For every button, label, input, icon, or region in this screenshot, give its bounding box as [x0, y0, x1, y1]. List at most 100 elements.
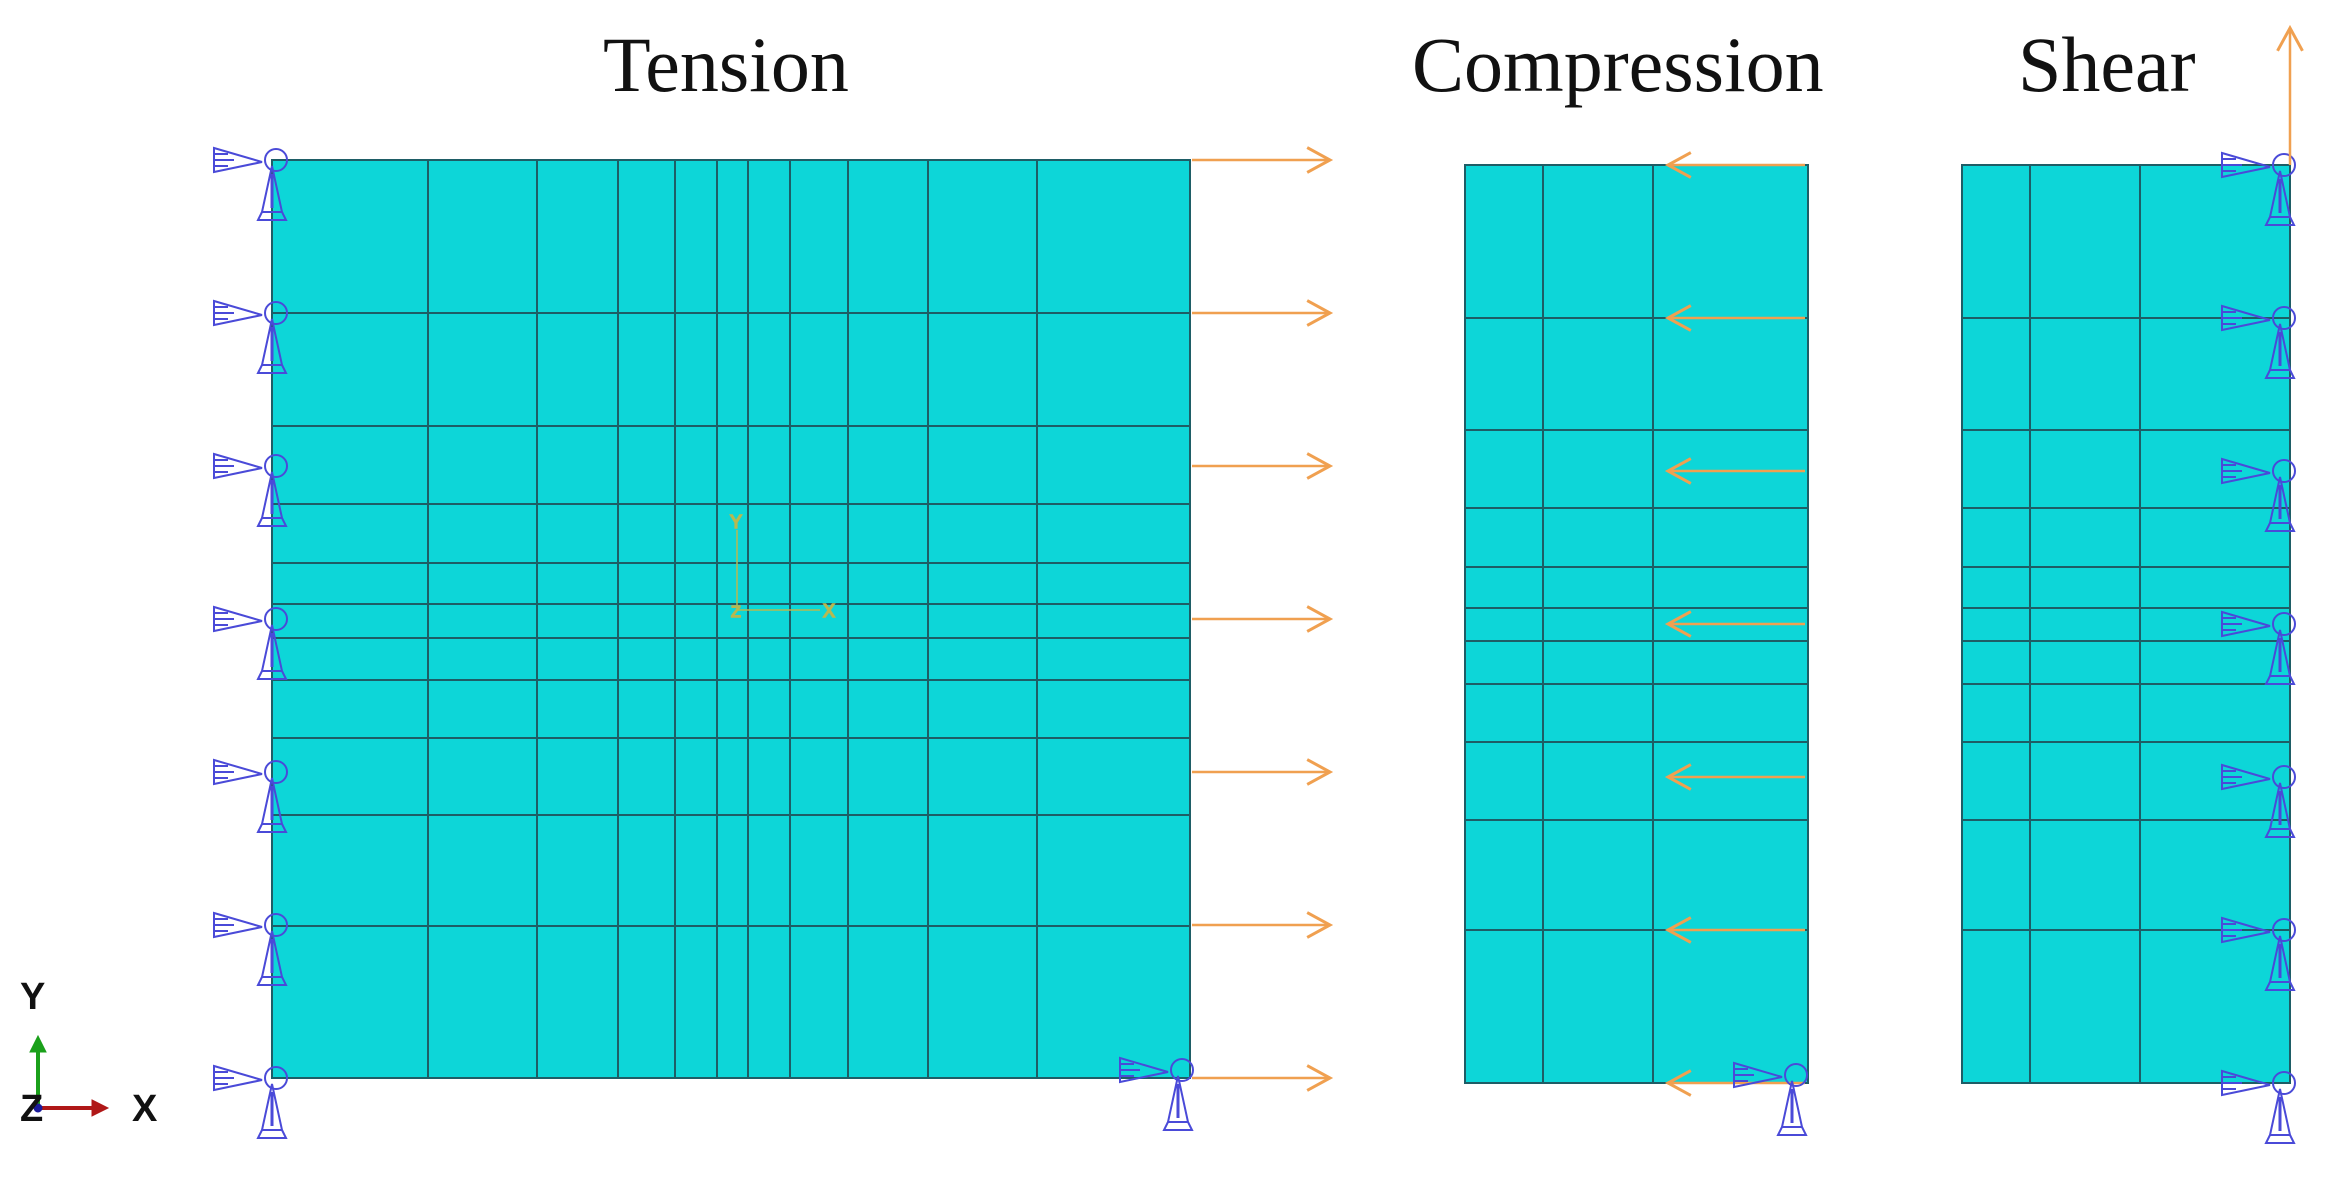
- bc-node-circle: [1170, 1058, 1194, 1082]
- bc-horizontal-hatch: [2222, 617, 2242, 631]
- bc-vertical-cone: [260, 1083, 284, 1131]
- bc-vertical-base: [2264, 369, 2296, 379]
- bc-vertical-cone: [2268, 629, 2292, 677]
- compression-title: Compression: [1412, 21, 1824, 108]
- boundary-condition-symbol: [2221, 151, 2296, 226]
- compression-load-arrow: [1664, 304, 1805, 332]
- compression-load-arrow: [1664, 610, 1805, 638]
- bc-vertical-cone: [260, 318, 284, 366]
- tension-panel: Y X Z: [213, 146, 1334, 1139]
- bc-horizontal-hatch: [214, 918, 234, 932]
- boundary-condition-symbol: [1733, 1061, 1808, 1136]
- tension-load-arrow: [1192, 758, 1334, 786]
- tension-load-arrow: [1192, 299, 1334, 327]
- tension-load-arrow: [1192, 146, 1334, 174]
- bc-node-circle: [264, 913, 288, 937]
- bc-vertical-cone: [260, 471, 284, 519]
- bc-horizontal-hatch: [214, 459, 234, 473]
- compression-load-arrow: [1664, 916, 1805, 944]
- load-arrow-head: [1306, 911, 1334, 939]
- bc-vertical-cone: [2268, 170, 2292, 218]
- boundary-condition-symbol: [213, 299, 288, 374]
- bc-horizontal-hatch: [214, 153, 234, 167]
- load-arrow-head: [1306, 758, 1334, 786]
- boundary-condition-symbol: [213, 758, 288, 833]
- triad-y-label: Y: [20, 976, 46, 1018]
- boundary-condition-symbol: [2221, 304, 2296, 379]
- bc-vertical-cone: [260, 624, 284, 672]
- bc-vertical-cone: [2268, 323, 2292, 371]
- load-arrow-head: [1664, 457, 1692, 485]
- bc-node-circle: [1784, 1063, 1808, 1087]
- bc-horizontal-hatch: [2222, 311, 2242, 325]
- boundary-condition-symbol: [2221, 610, 2296, 685]
- bc-vertical-base: [2264, 675, 2296, 685]
- boundary-condition-symbol: [213, 1064, 288, 1139]
- compression-load-arrow: [1664, 1069, 1805, 1097]
- bc-node-circle: [2272, 153, 2296, 177]
- triad-x-axis: [38, 1099, 110, 1117]
- bc-horizontal-hatch: [214, 306, 234, 320]
- load-arrow-head: [1664, 1069, 1692, 1097]
- load-arrow-head: [1306, 452, 1334, 480]
- boundary-condition-symbol: [213, 605, 288, 680]
- bc-vertical-base: [2264, 522, 2296, 532]
- bc-node-circle: [2272, 1071, 2296, 1095]
- bc-horizontal-hatch: [2222, 158, 2242, 172]
- bc-vertical-cone: [1166, 1075, 1190, 1123]
- load-arrow-head: [1306, 605, 1334, 633]
- boundary-condition-symbol: [2221, 1069, 2296, 1144]
- bc-vertical-cone: [260, 777, 284, 825]
- bc-vertical-base: [256, 364, 288, 374]
- compression-panel: [1464, 151, 1809, 1136]
- bc-node-circle: [264, 454, 288, 478]
- bc-node-circle: [264, 148, 288, 172]
- boundary-condition-symbol: [213, 452, 288, 527]
- bc-horizontal-hatch: [1734, 1068, 1754, 1082]
- bc-vertical-cone: [2268, 476, 2292, 524]
- shear-panel: [1961, 24, 2304, 1144]
- bc-node-circle: [2272, 459, 2296, 483]
- bc-horizontal-hatch: [214, 612, 234, 626]
- bc-horizontal-hatch: [214, 1071, 234, 1085]
- compression-load-arrow: [1664, 457, 1805, 485]
- triad-x-head: [91, 1099, 110, 1117]
- bc-node-circle: [2272, 765, 2296, 789]
- bc-vertical-base: [256, 1129, 288, 1139]
- bc-vertical-base: [2264, 216, 2296, 226]
- boundary-condition-symbol: [213, 911, 288, 986]
- bc-node-circle: [264, 760, 288, 784]
- load-arrow-head: [1664, 763, 1692, 791]
- local-z-label: Z: [731, 604, 741, 621]
- bc-horizontal-hatch: [2222, 923, 2242, 937]
- compression-load-arrow: [1664, 763, 1805, 791]
- tension-load-arrow: [1192, 911, 1334, 939]
- local-y-label: Y: [730, 512, 742, 532]
- bc-horizontal-hatch: [2222, 770, 2242, 784]
- triad-y-head: [29, 1034, 47, 1053]
- load-arrow-head: [1306, 299, 1334, 327]
- load-arrow-head: [1664, 304, 1692, 332]
- bc-node-circle: [264, 1066, 288, 1090]
- bc-node-circle: [264, 607, 288, 631]
- global-axis-triad: [29, 1034, 110, 1117]
- load-arrow-head: [1664, 151, 1692, 179]
- bc-horizontal-hatch: [2222, 464, 2242, 478]
- load-arrow-head: [1306, 1064, 1334, 1092]
- bc-vertical-base: [256, 976, 288, 986]
- triad-y-axis: [29, 1034, 47, 1108]
- tension-load-arrow: [1192, 1064, 1334, 1092]
- bc-vertical-cone: [260, 165, 284, 213]
- tension-title: Tension: [603, 21, 849, 108]
- compression-load-arrow: [1664, 151, 1805, 179]
- boundary-condition-symbol: [213, 146, 288, 221]
- load-arrow-head: [1664, 916, 1692, 944]
- bc-vertical-base: [256, 670, 288, 680]
- bc-vertical-cone: [1780, 1080, 1804, 1128]
- tension-load-arrow: [1192, 605, 1334, 633]
- triad-x-label: X: [132, 1088, 158, 1130]
- bc-vertical-base: [256, 517, 288, 527]
- bc-vertical-base: [2264, 1134, 2296, 1144]
- bc-horizontal-hatch: [1120, 1063, 1140, 1077]
